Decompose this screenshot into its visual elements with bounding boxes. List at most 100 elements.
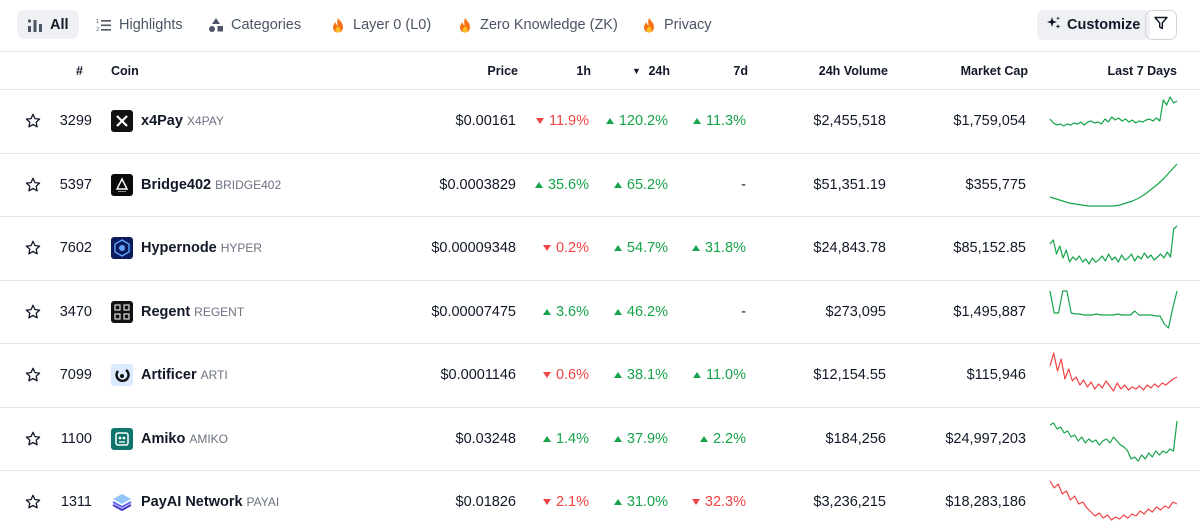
- rank: 1311: [60, 494, 92, 511]
- sparkline-chart: [1049, 217, 1178, 280]
- caret-up-icon: [613, 435, 622, 442]
- coin-link[interactable]: Regent REGENT: [111, 281, 411, 344]
- caret-up-icon: [691, 245, 700, 252]
- tab-categories[interactable]: Categories: [198, 10, 311, 39]
- sparkline-chart: [1049, 281, 1178, 344]
- rank: 7602: [59, 240, 92, 257]
- column-price[interactable]: Price: [487, 64, 518, 78]
- tab-label: Categories: [231, 16, 302, 33]
- table-row-payai[interactable]: 1311 PayAI Network PAYAI $0.01826 2.1% 3…: [0, 471, 1200, 529]
- change-7d: 32.3%: [670, 471, 746, 529]
- table-row-hyper[interactable]: 7602 Hypernode HYPER $0.00009348 0.2% 54…: [0, 217, 1200, 281]
- sparkline-line: [1049, 225, 1178, 265]
- customize-label: Customize: [1067, 17, 1141, 33]
- volume-24h: $2,455,518: [813, 113, 886, 130]
- column-7d[interactable]: 7d: [733, 64, 748, 78]
- favorite-star-icon[interactable]: [25, 90, 41, 153]
- price: $0.00007475: [431, 303, 516, 320]
- favorite-star-icon[interactable]: [25, 281, 41, 344]
- caret-up-icon: [613, 245, 622, 252]
- table-row-x4pay[interactable]: 3299 x4Pay X4PAY $0.00161 11.9% 120.2% 1…: [0, 90, 1200, 154]
- favorite-star-icon[interactable]: [25, 471, 41, 529]
- caret-up-icon: [613, 372, 622, 379]
- change-1h: 11.9%: [520, 90, 589, 153]
- svg-text:1: 1: [96, 19, 99, 25]
- caret-down-icon: [542, 499, 551, 506]
- sparkline-chart: [1049, 344, 1178, 407]
- sparkline-line: [1049, 163, 1178, 207]
- market-cap: $1,759,054: [953, 113, 1026, 130]
- market-cap: $24,997,203: [945, 430, 1026, 447]
- coin-name: PayAI Network: [141, 494, 243, 511]
- coin-link[interactable]: Artificer ARTI: [111, 344, 411, 407]
- coin-symbol: PAYAI: [246, 495, 280, 510]
- caret-up-icon: [692, 118, 701, 125]
- coin-link[interactable]: Amiko AMIKO: [111, 408, 411, 471]
- change-24h: 120.2%: [590, 90, 668, 153]
- tab-privacy[interactable]: Privacy: [631, 10, 722, 39]
- column-market-cap[interactable]: Market Cap: [960, 64, 1028, 78]
- change-7d: 2.2%: [670, 408, 746, 471]
- price: $0.0003829: [439, 176, 516, 193]
- sparkline-chart: [1049, 154, 1178, 217]
- sparkline-chart: [1049, 90, 1178, 153]
- table-row-arti[interactable]: 7099 Artificer ARTI $0.0001146 0.6% 38.1…: [0, 344, 1200, 408]
- volume-24h: $51,351.19: [813, 176, 886, 193]
- coin-link[interactable]: x4Pay X4PAY: [111, 90, 411, 153]
- price: $0.03248: [455, 430, 516, 447]
- coin-link[interactable]: Bridge402 BRIDGE402: [111, 154, 411, 217]
- change-7d: -: [741, 303, 746, 320]
- volume-24h: $12,154.55: [813, 367, 886, 384]
- rank: 5397: [59, 176, 92, 193]
- column-rank[interactable]: #: [76, 64, 83, 78]
- customize-button[interactable]: Customize: [1037, 10, 1151, 40]
- caret-up-icon: [613, 181, 622, 188]
- payai-logo: [111, 491, 133, 513]
- price: $0.00161: [455, 113, 516, 130]
- change-1h: 0.2%: [520, 217, 589, 280]
- caret-down-icon: [691, 499, 700, 506]
- change-1h: 3.6%: [520, 281, 589, 344]
- sparkline-line: [1049, 290, 1178, 329]
- favorite-star-icon[interactable]: [25, 408, 41, 471]
- caret-up-icon: [542, 308, 551, 315]
- favorite-star-icon[interactable]: [25, 217, 41, 280]
- volume-24h: $273,095: [825, 303, 886, 320]
- change-7d: 31.8%: [670, 217, 746, 280]
- column-24h-volume[interactable]: 24h Volume: [818, 64, 888, 78]
- table-row-regent[interactable]: 3470 Regent REGENT $0.00007475 3.6% 46.2…: [0, 281, 1200, 344]
- caret-up-icon: [542, 435, 551, 442]
- sort-desc-icon: ▼: [632, 66, 641, 76]
- coin-symbol: AMIKO: [189, 431, 228, 446]
- rank: 7099: [59, 367, 92, 384]
- coin-name: Artificer: [141, 367, 197, 384]
- x4pay-logo: [111, 110, 133, 133]
- table-row-bridge402[interactable]: 5397 Bridge402 BRIDGE402 $0.0003829 35.6…: [0, 154, 1200, 217]
- column-last-7-days: Last 7 Days: [1107, 64, 1177, 78]
- tab-zero-knowledge[interactable]: Zero Knowledge (ZK): [447, 10, 628, 39]
- column-24h[interactable]: 24h: [648, 64, 670, 78]
- tab-all[interactable]: All: [17, 10, 79, 39]
- rank: 3470: [59, 303, 92, 320]
- sparkline-chart: [1049, 408, 1178, 471]
- caret-up-icon: [613, 308, 622, 315]
- tab-layer0[interactable]: Layer 0 (L0): [320, 10, 441, 39]
- table-row-amiko[interactable]: 1100 Amiko AMIKO $0.03248 1.4% 37.9% 2.2…: [0, 408, 1200, 471]
- tab-label: Layer 0 (L0): [353, 16, 432, 33]
- caret-down-icon: [535, 118, 544, 125]
- filter-button[interactable]: [1145, 10, 1177, 40]
- shapes-icon: [208, 17, 224, 33]
- artificer-logo: [111, 364, 133, 387]
- coin-link[interactable]: PayAI Network PAYAI: [111, 471, 411, 529]
- coin-link[interactable]: Hypernode HYPER: [111, 217, 411, 280]
- fire-icon: [330, 17, 346, 33]
- coin-name: x4Pay: [141, 113, 183, 130]
- favorite-star-icon[interactable]: [25, 154, 41, 217]
- coin-name: Bridge402: [141, 176, 212, 193]
- column-coin[interactable]: Coin: [111, 64, 139, 78]
- coin-symbol: ARTI: [200, 368, 228, 383]
- favorite-star-icon[interactable]: [25, 344, 41, 407]
- column-1h[interactable]: 1h: [576, 64, 591, 78]
